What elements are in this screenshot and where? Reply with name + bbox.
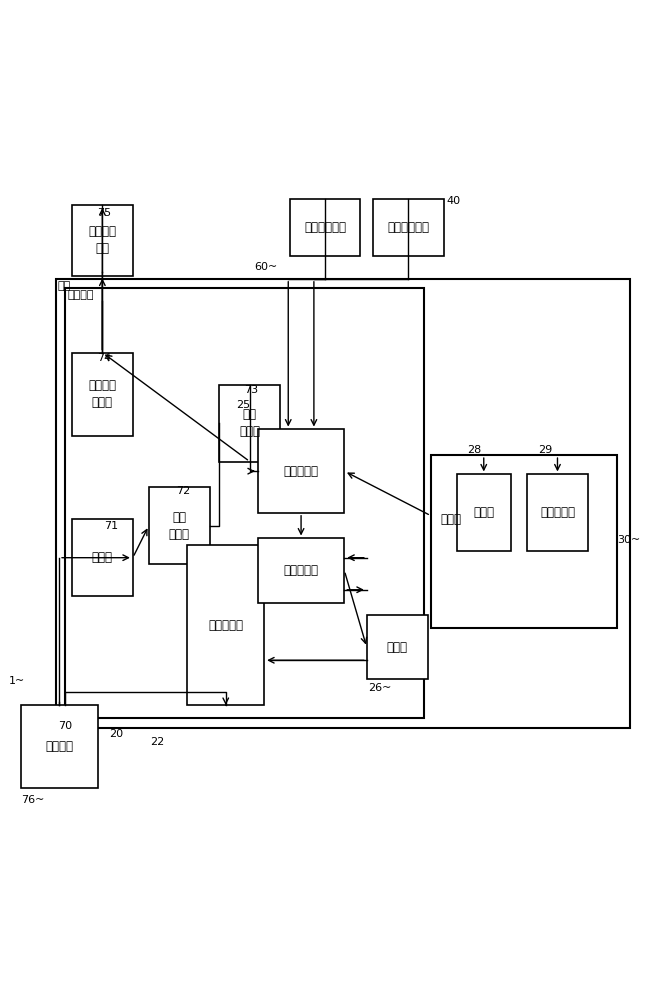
Text: 信息控制部: 信息控制部 xyxy=(208,619,243,632)
Text: 输入部: 输入部 xyxy=(92,551,113,564)
Text: 加工程序: 加工程序 xyxy=(45,740,73,753)
Text: 25: 25 xyxy=(236,400,250,410)
Text: 控制装置: 控制装置 xyxy=(67,290,94,300)
Bar xyxy=(56,279,630,728)
Bar xyxy=(258,538,344,603)
Text: 26~: 26~ xyxy=(368,683,391,693)
Text: 40: 40 xyxy=(447,196,461,206)
Text: 1~: 1~ xyxy=(9,676,25,686)
Bar xyxy=(72,519,133,596)
Bar xyxy=(527,474,588,551)
Text: 刀具更换装置: 刀具更换装置 xyxy=(388,221,430,234)
Text: 72: 72 xyxy=(176,486,190,496)
Bar xyxy=(373,199,444,256)
Text: 存储部: 存储部 xyxy=(387,641,408,654)
Text: 显示部: 显示部 xyxy=(473,506,494,519)
Text: 20: 20 xyxy=(109,729,123,739)
Bar xyxy=(187,545,264,705)
Bar xyxy=(72,353,133,436)
Text: 22: 22 xyxy=(150,737,164,747)
Text: 机床: 机床 xyxy=(58,281,71,291)
Text: 76~: 76~ xyxy=(21,795,44,805)
Text: 74: 74 xyxy=(98,353,112,363)
Bar xyxy=(431,455,617,628)
Bar xyxy=(21,705,98,788)
Text: 显示控制部: 显示控制部 xyxy=(283,564,318,577)
Text: 伺服马达
控制部: 伺服马达 控制部 xyxy=(89,379,116,409)
Bar xyxy=(258,429,344,513)
Bar xyxy=(149,487,210,564)
Text: 75: 75 xyxy=(98,208,112,218)
Text: 30~: 30~ xyxy=(617,535,640,545)
Text: 手动输入部: 手动输入部 xyxy=(540,506,575,519)
Text: 70: 70 xyxy=(58,721,72,731)
Text: 刀具测定装置: 刀具测定装置 xyxy=(304,221,346,234)
Text: 73: 73 xyxy=(244,385,258,395)
Text: 读取
解释部: 读取 解释部 xyxy=(169,511,190,541)
Bar xyxy=(290,199,360,256)
Text: 运算处理部: 运算处理部 xyxy=(283,465,318,478)
Text: 60~: 60~ xyxy=(254,262,277,272)
Text: 操作部: 操作部 xyxy=(441,513,461,526)
Bar xyxy=(457,474,511,551)
Text: 29: 29 xyxy=(538,445,553,455)
Bar xyxy=(65,288,424,718)
Text: 28: 28 xyxy=(467,445,481,455)
Text: 各轴伺服
马达: 各轴伺服 马达 xyxy=(89,225,116,255)
Bar xyxy=(219,385,280,462)
Bar xyxy=(72,205,133,276)
Text: 插值
运算部: 插值 运算部 xyxy=(239,408,260,438)
Bar xyxy=(367,615,428,679)
Text: 71: 71 xyxy=(104,521,118,531)
